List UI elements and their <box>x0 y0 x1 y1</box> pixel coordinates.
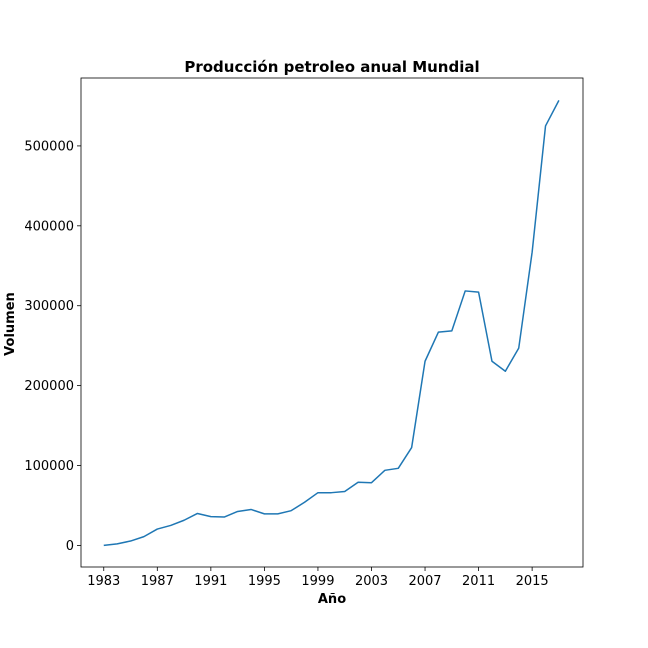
y-tick-label: 100000 <box>24 459 74 474</box>
x-tick-label: 1983 <box>87 574 120 589</box>
x-tick-label: 2007 <box>408 574 441 589</box>
series-line-0 <box>103 100 560 547</box>
x-tick-label: 1991 <box>194 574 227 589</box>
y-tick-label: 500000 <box>24 139 74 154</box>
y-tick-label: 300000 <box>24 299 74 314</box>
y-tick-label: 400000 <box>24 219 74 234</box>
y-tick-label: 0 <box>66 539 74 554</box>
plot-frame <box>80 77 584 568</box>
x-tick-label: 2011 <box>462 574 495 589</box>
x-tick-label: 1999 <box>301 574 334 589</box>
y-tick-label: 200000 <box>24 379 74 394</box>
chart-title: Producción petroleo anual Mundial <box>184 58 479 76</box>
x-tick-label: 2003 <box>355 574 388 589</box>
x-tick-label: 1987 <box>141 574 174 589</box>
y-axis-label: Volumen <box>3 292 18 356</box>
x-tick-label: 1995 <box>248 574 281 589</box>
plot-area: 1983 1987 1991 1995 1999 2003 2007 2011 2015 0 100… <box>24 77 584 589</box>
x-axis-label: Año <box>318 592 346 607</box>
x-tick-label: 2015 <box>516 574 549 589</box>
